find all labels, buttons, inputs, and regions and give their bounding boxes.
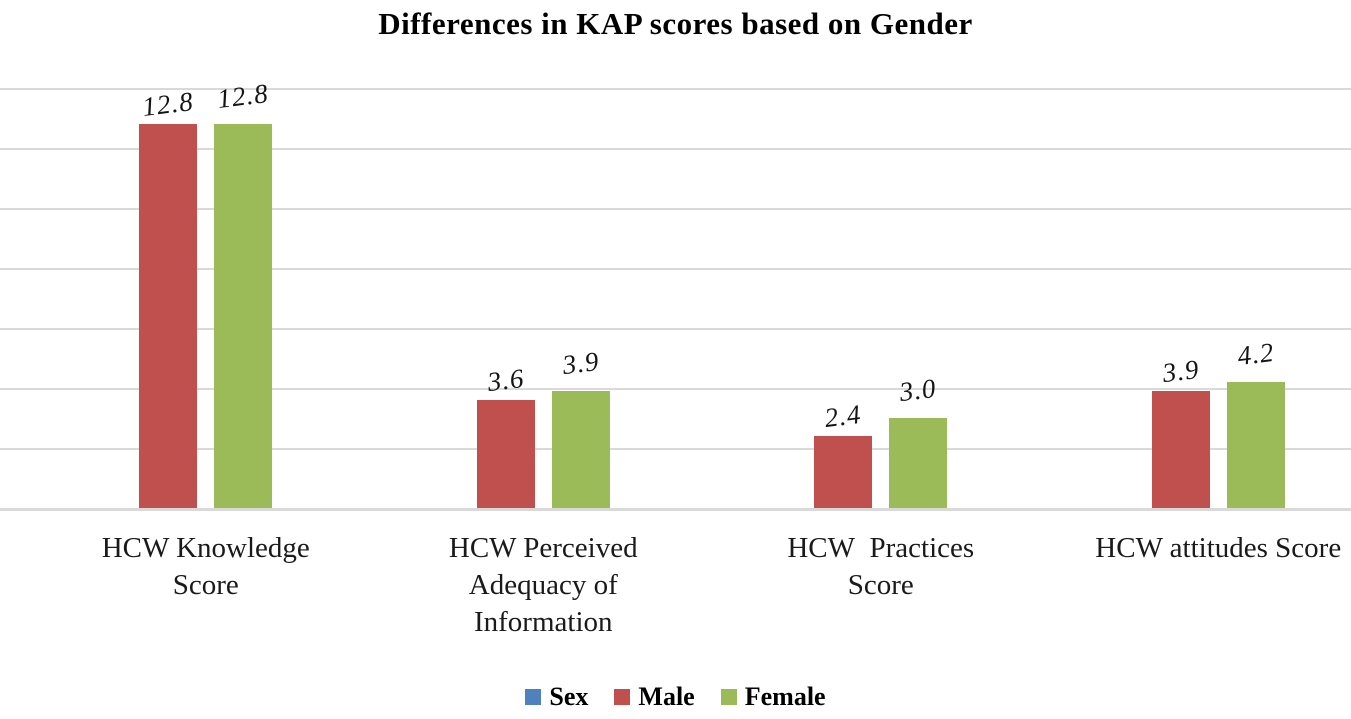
plot-area: 12.8 12.8 3.6 3.9 2.4 3.0 3.9 4.2 (0, 78, 1351, 511)
category-labels: HCW Knowledge Score HCW Perceived Adequac… (37, 530, 1351, 641)
bar-group-3: 3.9 4.2 (1050, 88, 1351, 508)
bar-male-group-3: 3.9 (1151, 354, 1210, 508)
bar-male-group-0: 12.8 (139, 86, 198, 508)
legend-swatch-female-icon (720, 689, 737, 705)
category-label-1: HCW Perceived Adequacy of Information (448, 532, 638, 638)
legend-label-female: Female (744, 682, 826, 711)
legend: Sex Male Female (0, 682, 1351, 712)
bar-female-group-1: 3.9 (551, 346, 610, 508)
bar-group-2: 2.4 3.0 (712, 88, 1050, 508)
legend-swatch-sex-icon (525, 689, 542, 705)
bar-female-group-0: 12.8 (214, 78, 273, 508)
data-label-male-group-2: 2.4 (823, 398, 864, 434)
category-label-3: HCW attitudes Score (1095, 532, 1342, 564)
legend-item-male: Male (614, 682, 695, 712)
bar-male-group-2: 2.4 (814, 399, 873, 508)
bar-female-group-3: 4.2 (1226, 337, 1285, 508)
category-label-2: HCW Practices Score (787, 532, 975, 601)
legend-label-sex: Sex (549, 682, 589, 711)
data-label-female-group-1: 3.9 (560, 345, 601, 381)
bar-groups: 12.8 12.8 3.6 3.9 2.4 3.0 3.9 4.2 (37, 78, 1351, 508)
bar-group-1: 3.6 3.9 (375, 88, 713, 508)
bar-female-group-2: 3.0 (889, 373, 948, 508)
data-label-female-group-3: 4.2 (1235, 336, 1276, 372)
data-label-female-group-0: 12.8 (215, 77, 271, 115)
legend-item-female: Female (720, 682, 826, 712)
legend-label-male: Male (638, 682, 695, 711)
bar-male-group-1: 3.6 (476, 363, 535, 508)
legend-item-sex: Sex (525, 682, 588, 712)
data-label-male-group-0: 12.8 (140, 85, 196, 123)
legend-swatch-male-icon (614, 689, 631, 705)
category-label-0: HCW Knowledge Score (101, 532, 310, 601)
data-label-male-group-3: 3.9 (1160, 353, 1201, 389)
data-label-male-group-1: 3.6 (485, 362, 526, 398)
chart-title: Differences in KAP scores based on Gende… (378, 6, 973, 41)
bar-group-0: 12.8 12.8 (37, 78, 375, 508)
data-label-female-group-2: 3.0 (898, 372, 939, 408)
